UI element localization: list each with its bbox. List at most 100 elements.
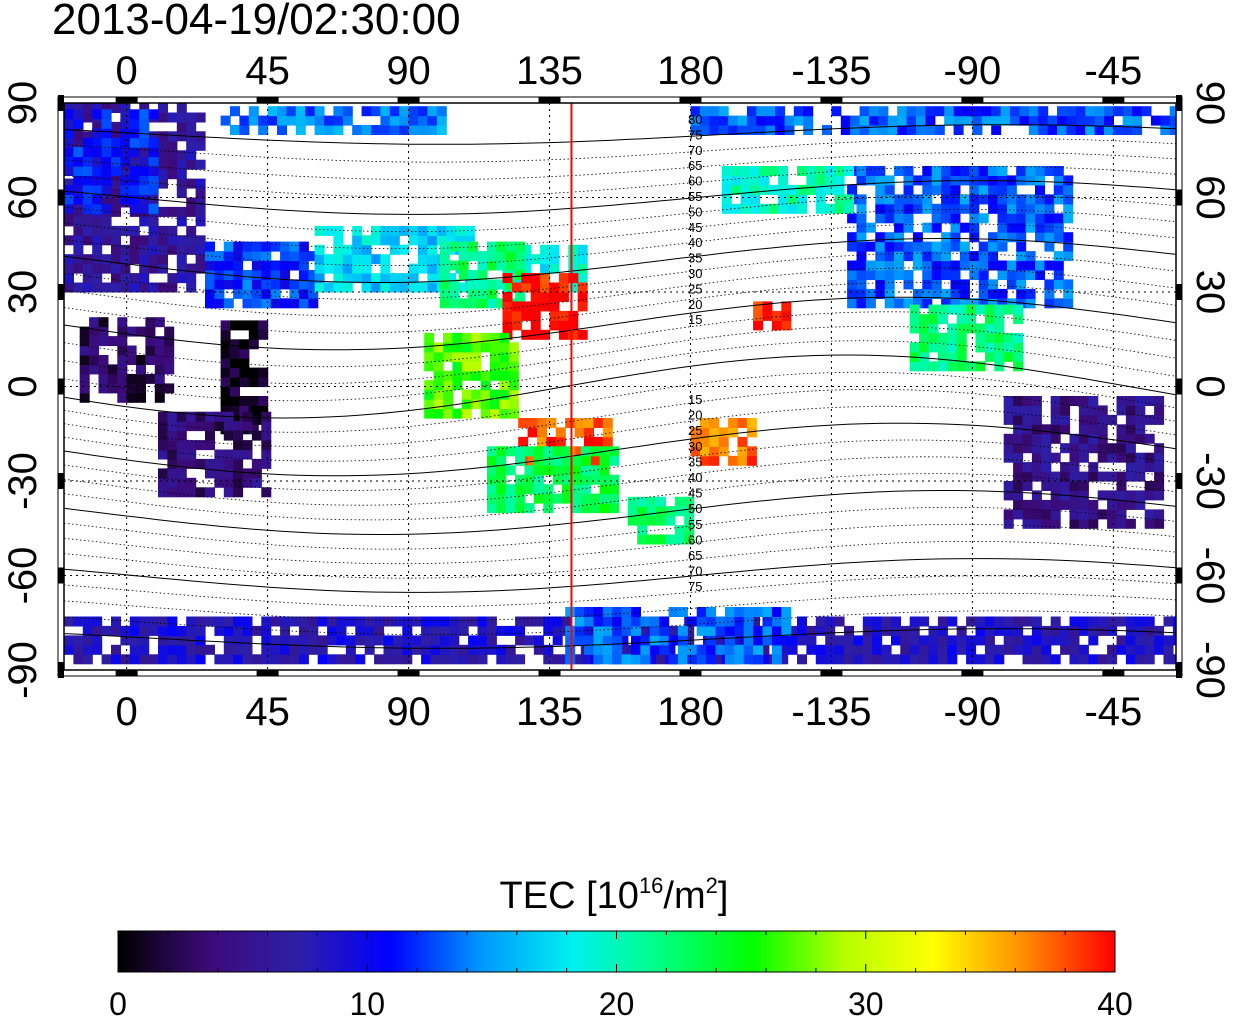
tec-cell — [129, 159, 140, 170]
tec-cell — [978, 288, 989, 299]
tec-cell — [916, 106, 926, 117]
tec-cell — [718, 125, 729, 135]
tec-cell — [176, 131, 187, 142]
tec-cell — [195, 216, 206, 227]
tec-cell — [997, 270, 1008, 280]
tec-cell — [909, 654, 920, 665]
tec-cell — [371, 225, 381, 236]
tec-cell — [543, 654, 554, 665]
tec-cell — [997, 260, 1008, 271]
tec-cell — [696, 644, 707, 655]
tec-cell — [64, 156, 74, 167]
tec-cell — [781, 625, 792, 636]
tec-cell — [530, 273, 541, 284]
tec-cell — [486, 298, 497, 309]
tec-cell — [167, 440, 178, 451]
tec-cell — [111, 166, 121, 176]
tec-cell — [515, 654, 526, 665]
tec-cell — [609, 455, 619, 466]
tec-cell — [452, 380, 463, 391]
tec-cell — [490, 351, 500, 362]
tec-cell — [750, 194, 760, 205]
tec-cell — [158, 169, 168, 180]
tec-cell — [205, 440, 215, 451]
tec-cell — [947, 654, 958, 665]
tec-cell — [458, 644, 469, 655]
tec-cell — [154, 364, 165, 375]
tec-cell — [1154, 625, 1165, 636]
tec-cell — [862, 644, 873, 655]
tec-cell — [1107, 499, 1118, 510]
tec-cell — [975, 635, 986, 646]
tec-cell — [223, 644, 234, 655]
tec-cell — [1053, 251, 1064, 262]
tec-cell — [220, 348, 231, 359]
tec-cell — [1060, 396, 1071, 406]
tec-cell — [909, 644, 920, 655]
tec-cell — [1041, 452, 1052, 463]
tec-cell — [486, 251, 497, 262]
tec-cell — [959, 203, 970, 214]
tec-cell — [984, 625, 995, 636]
tec-cell — [289, 654, 300, 665]
tec-cell — [486, 260, 497, 271]
tec-cell — [195, 112, 206, 123]
tec-cell — [496, 241, 507, 252]
tec-cell — [449, 298, 460, 309]
tec-cell — [333, 244, 344, 255]
tec-cell — [1088, 518, 1099, 529]
contour-line — [64, 180, 1176, 215]
tec-cell — [994, 361, 1005, 372]
tec-cell — [1025, 203, 1036, 214]
tec-cell — [233, 440, 244, 451]
tec-cell — [865, 175, 876, 186]
tec-cell — [840, 115, 851, 126]
tec-cell — [515, 446, 526, 457]
tec-cell — [1013, 414, 1024, 425]
tec-cell — [443, 408, 453, 419]
tec-cell — [230, 320, 240, 331]
tec-cell — [195, 244, 206, 255]
tec-cell — [922, 279, 933, 290]
tec-cell — [844, 635, 854, 646]
tec-cell — [1088, 405, 1099, 416]
tec-cell — [631, 625, 641, 636]
tec-cell — [728, 125, 739, 135]
tec-cell — [145, 345, 156, 356]
tec-cell — [1022, 499, 1033, 510]
tec-cell — [941, 298, 952, 309]
tec-cell — [1094, 125, 1105, 135]
tec-cell — [73, 225, 84, 236]
tec-cell — [233, 616, 244, 627]
tec-cell — [997, 184, 1008, 195]
tec-cell — [552, 625, 563, 636]
tec-cell — [552, 474, 563, 485]
tec-cell — [336, 625, 347, 636]
tec-cell — [1050, 625, 1061, 636]
tec-cell — [922, 194, 933, 205]
tec-cell — [158, 430, 168, 441]
tec-cell — [753, 644, 764, 655]
tec-cell — [856, 270, 867, 280]
top-longitude-label: -45 — [1084, 49, 1142, 93]
tec-cell — [922, 184, 933, 195]
tec-cell — [797, 203, 807, 214]
tec-cell — [674, 496, 685, 507]
tec-cell — [477, 251, 488, 262]
tec-cell — [928, 304, 939, 315]
tec-cell — [1053, 279, 1064, 290]
tec-cell — [891, 635, 901, 646]
tec-cell — [154, 373, 165, 384]
tec-cell — [383, 616, 394, 627]
tec-cell — [1013, 405, 1024, 416]
tec-cell — [584, 607, 594, 617]
tec-cell — [176, 103, 187, 113]
tec-cell — [1125, 443, 1136, 454]
tec-cell — [427, 244, 438, 255]
tec-cell — [909, 635, 920, 646]
tec-cell — [408, 235, 419, 246]
tec-cell — [959, 260, 970, 271]
tec-cell — [101, 118, 112, 129]
tec-cell — [73, 244, 84, 255]
frame-tick — [256, 670, 279, 676]
